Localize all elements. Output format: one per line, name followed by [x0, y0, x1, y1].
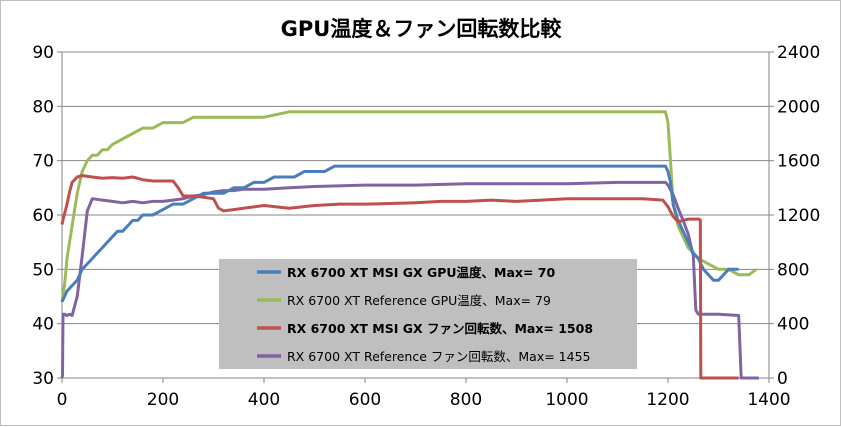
y2-tick-label: 2400: [777, 43, 820, 63]
legend-entry: RX 6700 XT MSI GX GPU温度、Max= 70: [287, 265, 555, 280]
x-tick-label: 1200: [646, 390, 689, 410]
x-tick-label: 800: [450, 390, 482, 410]
y-tick-label: 40: [32, 315, 54, 335]
x-tick-label: 0: [57, 390, 68, 410]
y2-tick-label: 1200: [777, 206, 820, 226]
series-line-1: [60, 164, 739, 303]
series-line-4: [60, 180, 759, 380]
grid-lines: [62, 51, 769, 325]
x-tick-label: 400: [248, 390, 280, 410]
y2-tick-label: 0: [777, 369, 788, 389]
x-tick-label: 200: [147, 390, 179, 410]
series-line-2: [60, 110, 758, 303]
axes: 30 40 50 60 70 80 90 0 400 800 1200 1600 2000 2400 0 20…: [32, 43, 820, 410]
y2-tick-label: 400: [777, 315, 809, 335]
legend-box: [219, 259, 637, 369]
y-tick-label: 90: [32, 43, 54, 63]
y-tick-label: 60: [32, 206, 54, 226]
y2-tick-label: 2000: [777, 97, 820, 117]
y-tick-label: 80: [32, 97, 54, 117]
series-line-3: [60, 174, 739, 380]
x-tick-label: 1000: [545, 390, 588, 410]
legend: RX 6700 XT MSI GX GPU温度、Max= 70 RX 6700 X…: [219, 259, 637, 369]
y-tick-label: 50: [32, 260, 54, 280]
legend-entry: RX 6700 XT Reference ファン回転数、Max= 1455: [287, 349, 590, 364]
chart-title: GPU温度＆ファン回転数比較: [281, 17, 563, 41]
series-lines: [60, 110, 759, 380]
y-tick-label: 30: [32, 369, 54, 389]
x-tick-label: 600: [349, 390, 381, 410]
legend-entry: RX 6700 XT MSI GX ファン回転数、Max= 1508: [287, 321, 593, 336]
legend-entry: RX 6700 XT Reference GPU温度、Max= 79: [287, 293, 551, 308]
y2-tick-label: 800: [777, 260, 809, 280]
y-tick-label: 70: [32, 152, 54, 172]
y2-tick-label: 1600: [777, 152, 820, 172]
x-tick-label: 1400: [747, 390, 790, 410]
